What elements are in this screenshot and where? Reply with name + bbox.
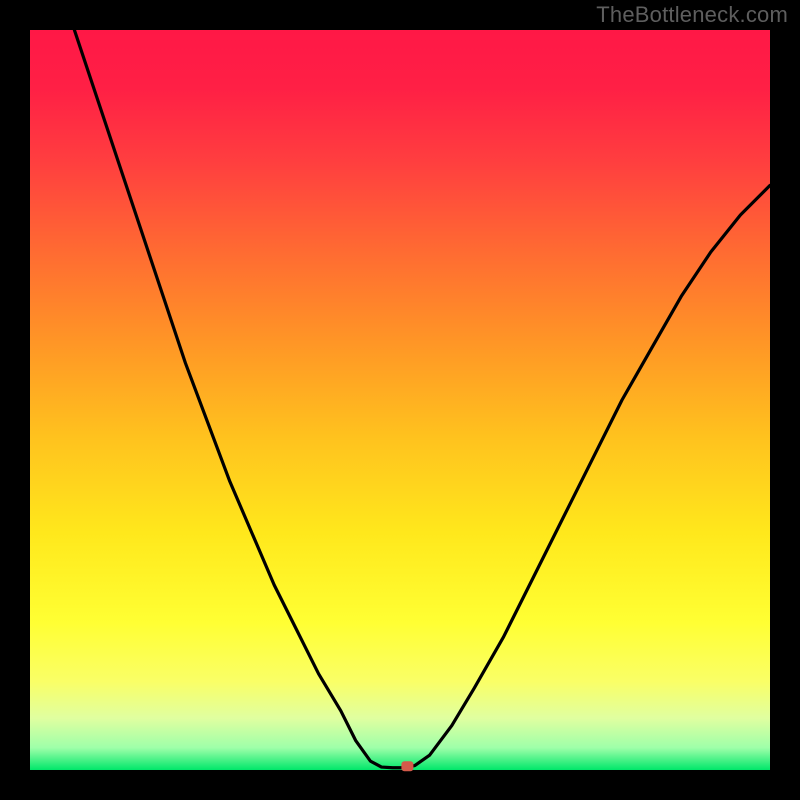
watermark-text: TheBottleneck.com [596, 2, 788, 28]
plot-background [30, 30, 770, 770]
optimal-point-marker [401, 761, 413, 771]
bottleneck-chart [0, 0, 800, 800]
chart-container: TheBottleneck.com [0, 0, 800, 800]
